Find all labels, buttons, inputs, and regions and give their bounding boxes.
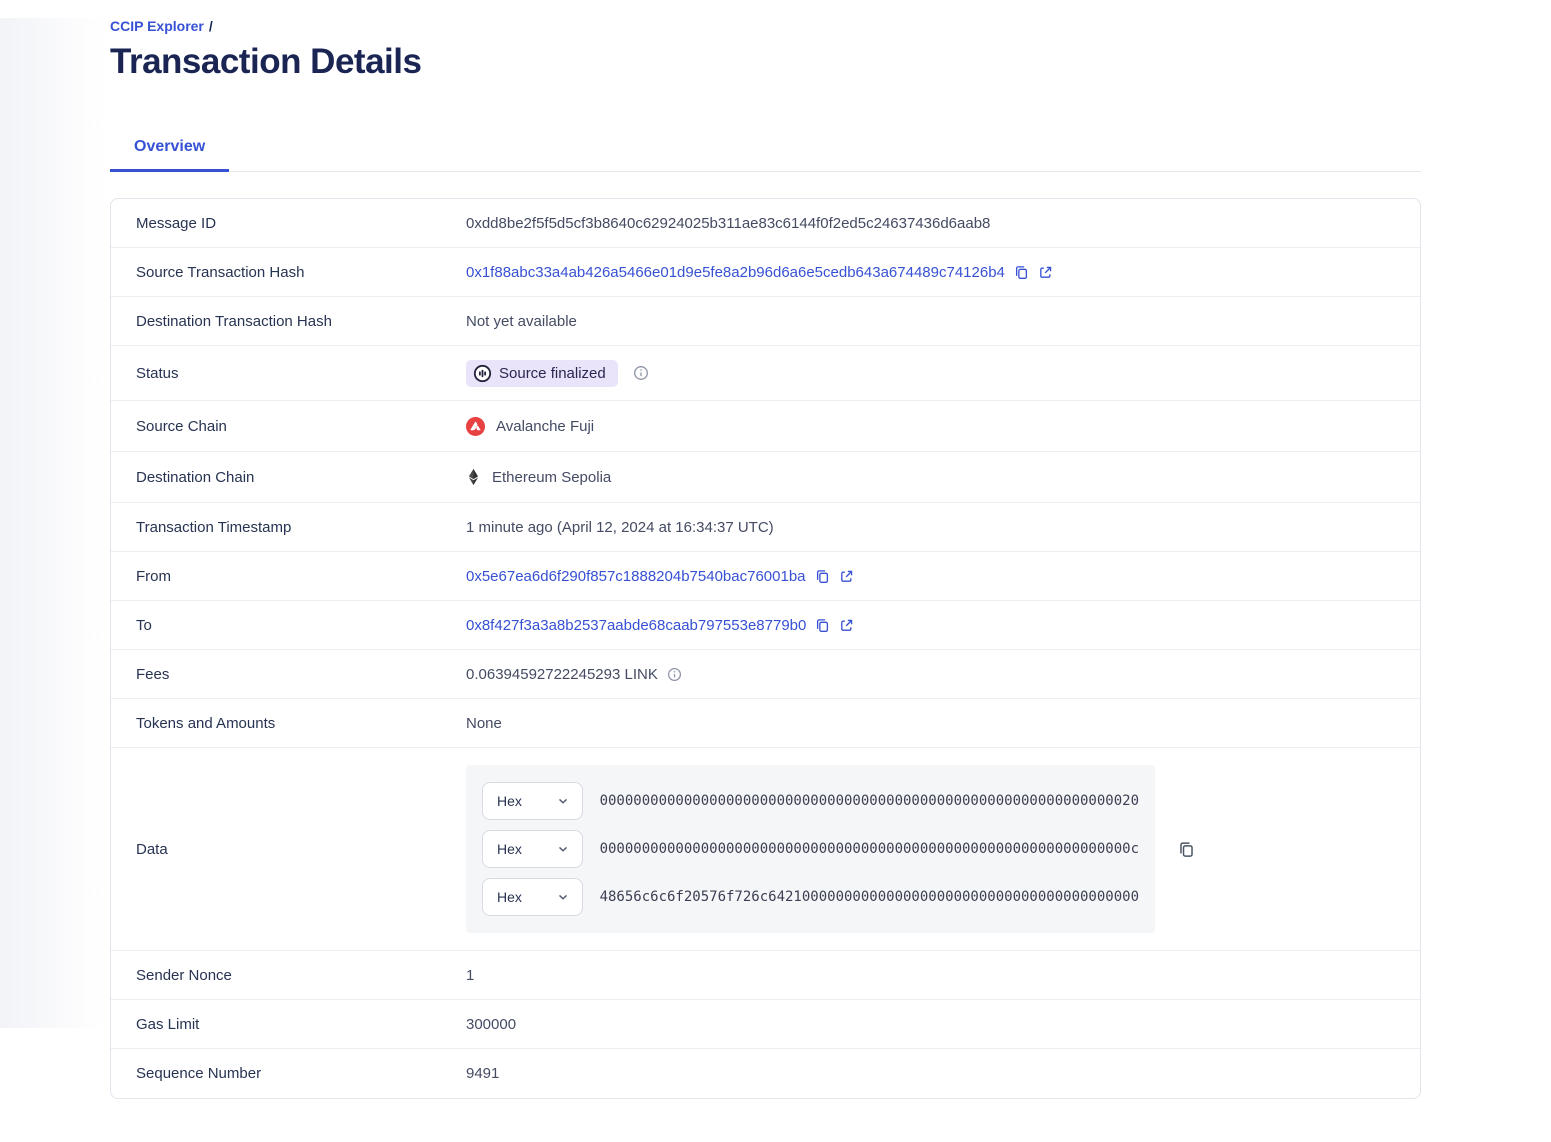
sequence-number-value: 9491 [466, 1065, 500, 1082]
timestamp-value: 1 minute ago (April 12, 2024 at 16:34:37… [466, 518, 774, 536]
external-link-icon[interactable] [839, 618, 854, 633]
table-row-message-id: Message ID 0xdd8be2f5f5d5cf3b8640c629240… [111, 199, 1420, 248]
gas-limit-value: 300000 [466, 1015, 517, 1033]
data-format-label: Hex [497, 841, 522, 857]
row-label: From [136, 567, 171, 585]
table-row-to: To 0x8f427f3a3a8b2537aabde68caab797553e8… [111, 601, 1420, 650]
row-label: Sender Nonce [136, 966, 232, 984]
chevron-down-icon [556, 890, 570, 904]
data-format-select[interactable]: Hex [482, 878, 583, 916]
breadcrumb-separator: / [208, 18, 213, 34]
chevron-down-icon [556, 794, 570, 808]
row-label: Destination Transaction Hash [136, 312, 332, 330]
table-row-sender-nonce: Sender Nonce 1 [111, 951, 1420, 1000]
breadcrumb: CCIP Explorer / [110, 18, 1551, 34]
row-label: Tokens and Amounts [136, 714, 276, 732]
sender-nonce-value: 1 [466, 966, 475, 984]
status-info-icon[interactable] [633, 365, 649, 381]
status-badge: Source finalized [466, 359, 618, 387]
data-hex-value: 48656c6c6f20576f726c64210000000000000000… [599, 889, 1139, 905]
row-label: Transaction Timestamp [136, 518, 292, 536]
table-row-status: Status Source finalized [111, 346, 1420, 401]
table-row-dest-chain: Destination Chain Ethereum Sepolia [111, 452, 1420, 503]
status-badge-label: Source finalized [499, 364, 606, 382]
table-row-dest-tx-hash: Destination Transaction Hash Not yet ava… [111, 297, 1420, 346]
row-label: To [136, 616, 152, 634]
chevron-down-icon [556, 842, 570, 856]
row-label: Gas Limit [136, 1015, 200, 1033]
row-label: Data [136, 840, 168, 858]
source-tx-hash-link[interactable]: 0x1f88abc33a4ab426a5466e01d9e5fe8a2b96d6… [466, 263, 1005, 281]
row-label: Destination Chain [136, 468, 255, 486]
data-format-label: Hex [497, 889, 522, 905]
row-label: Source Transaction Hash [136, 263, 305, 281]
from-address-link[interactable]: 0x5e67ea6d6f290f857c1888204b7540bac76001… [466, 567, 806, 585]
table-row-fees: Fees 0.06394592722245293 LINK [111, 650, 1420, 699]
table-row-sequence-number: Sequence Number 9491 [111, 1049, 1420, 1098]
data-format-label: Hex [497, 793, 522, 809]
ethereum-sepolia-icon [466, 468, 481, 486]
breadcrumb-link-ccip-explorer[interactable]: CCIP Explorer [110, 18, 204, 34]
data-format-select[interactable]: Hex [482, 830, 583, 868]
transaction-details-table: Message ID 0xdd8be2f5f5d5cf3b8640c629240… [110, 198, 1421, 1099]
copy-icon[interactable] [1014, 265, 1029, 280]
table-row-from: From 0x5e67ea6d6f290f857c1888204b7540bac… [111, 552, 1420, 601]
left-edge-gradient [0, 18, 105, 1028]
data-hex-value: 0000000000000000000000000000000000000000… [599, 793, 1139, 809]
page-title: Transaction Details [110, 42, 422, 81]
copy-icon[interactable] [815, 618, 830, 633]
row-label: Sequence Number [136, 1065, 262, 1082]
table-row-tokens: Tokens and Amounts None [111, 699, 1420, 748]
row-label: Fees [136, 665, 170, 683]
dest-tx-hash-value: Not yet available [466, 312, 577, 330]
copy-icon[interactable] [815, 569, 830, 584]
fees-value: 0.06394592722245293 LINK [466, 665, 658, 683]
copy-data-icon[interactable] [1178, 841, 1195, 858]
table-row-source-tx-hash: Source Transaction Hash 0x1f88abc33a4ab4… [111, 248, 1420, 297]
source-chain-name: Avalanche Fuji [496, 417, 595, 435]
data-line: Hex 48656c6c6f20576f726c6421000000000000… [482, 878, 1139, 916]
tab-overview[interactable]: Overview [110, 126, 230, 172]
row-label: Source Chain [136, 417, 227, 435]
row-label: Message ID [136, 214, 217, 232]
data-line: Hex 000000000000000000000000000000000000… [482, 830, 1139, 868]
external-link-icon[interactable] [1038, 265, 1053, 280]
tokens-value: None [466, 714, 502, 732]
dest-chain-name: Ethereum Sepolia [492, 468, 612, 486]
data-hex-value: 0000000000000000000000000000000000000000… [599, 841, 1139, 857]
table-row-source-chain: Source Chain Avalanche Fuji [111, 401, 1420, 452]
table-row-data: Data Hex 0000000000000000000000000000000… [111, 748, 1420, 951]
message-id-value: 0xdd8be2f5f5d5cf3b8640c62924025b311ae83c… [466, 214, 991, 232]
avalanche-fuji-icon [466, 416, 485, 436]
data-hex-panel: Hex 000000000000000000000000000000000000… [466, 765, 1155, 933]
page-header: CCIP Explorer / Transaction Details [110, 18, 1551, 82]
data-line: Hex 000000000000000000000000000000000000… [482, 782, 1139, 820]
table-row-gas-limit: Gas Limit 300000 [111, 1000, 1420, 1049]
data-format-select[interactable]: Hex [482, 782, 583, 820]
table-row-timestamp: Transaction Timestamp 1 minute ago (Apri… [111, 503, 1420, 552]
fees-info-icon[interactable] [667, 667, 682, 682]
external-link-icon[interactable] [839, 569, 854, 584]
status-bars-icon [473, 364, 492, 383]
row-label: Status [136, 364, 179, 382]
to-address-link[interactable]: 0x8f427f3a3a8b2537aabde68caab797553e8779… [466, 616, 807, 634]
tab-bar: Overview [110, 126, 1421, 172]
